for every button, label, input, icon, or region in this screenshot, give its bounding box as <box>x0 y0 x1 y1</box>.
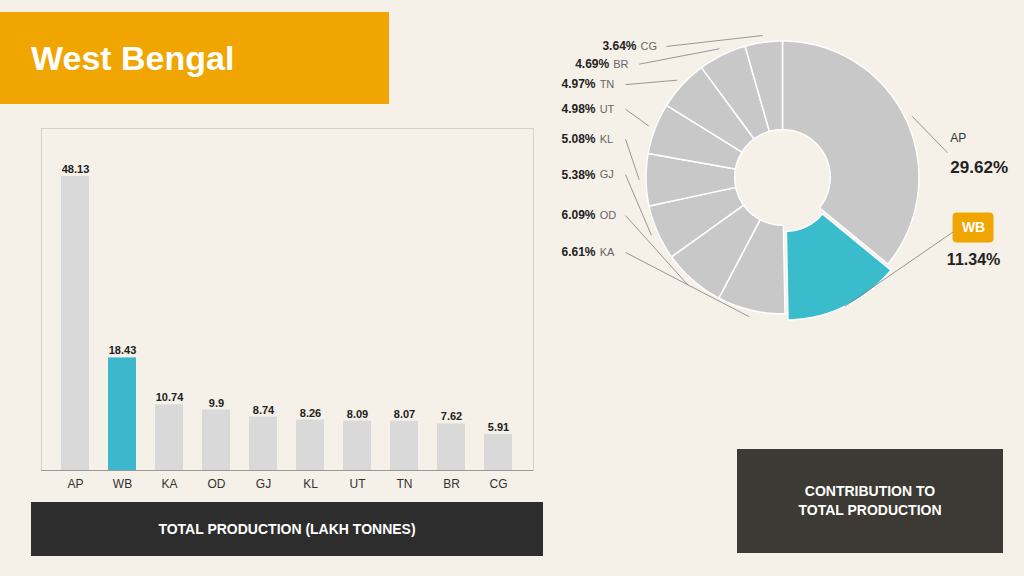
svg-text:AP: AP <box>950 131 966 145</box>
svg-text:5.08%: 5.08% <box>562 132 596 146</box>
svg-text:10.74: 10.74 <box>156 391 184 403</box>
svg-text:48.13: 48.13 <box>62 163 90 175</box>
svg-text:BR: BR <box>613 58 628 70</box>
svg-text:4.69%: 4.69% <box>575 57 609 71</box>
svg-text:6.09%: 6.09% <box>562 208 596 222</box>
svg-text:GJ: GJ <box>600 168 614 180</box>
svg-text:WB: WB <box>113 477 132 491</box>
svg-text:UT: UT <box>350 477 367 491</box>
svg-text:5.38%: 5.38% <box>562 168 596 182</box>
svg-text:8.26: 8.26 <box>300 407 321 419</box>
svg-text:4.98%: 4.98% <box>562 102 596 116</box>
svg-text:TN: TN <box>600 78 615 90</box>
svg-text:9.9: 9.9 <box>209 397 224 409</box>
svg-text:4.97%: 4.97% <box>562 77 596 91</box>
svg-text:UT: UT <box>600 103 615 115</box>
svg-text:BR: BR <box>443 477 460 491</box>
svg-text:AP: AP <box>67 477 83 491</box>
svg-text:KA: KA <box>161 477 177 491</box>
svg-text:11.34%: 11.34% <box>947 251 1000 268</box>
svg-text:5.91: 5.91 <box>488 421 509 433</box>
svg-text:GJ: GJ <box>256 477 271 491</box>
svg-text:8.74: 8.74 <box>253 404 275 416</box>
svg-text:OD: OD <box>600 209 617 221</box>
html-text:CONTRIBUTION TO TOTAL PRODUCTI: CONTRIBUTION TO TOTAL PRODUCTION <box>798 483 942 518</box>
svg-text:7.62: 7.62 <box>441 410 462 422</box>
svg-text:8.07: 8.07 <box>394 408 415 420</box>
svg-text:8.09: 8.09 <box>347 408 368 420</box>
svg-text:OD: OD <box>208 477 226 491</box>
svg-text:KL: KL <box>303 477 318 491</box>
svg-text:CG: CG <box>490 477 508 491</box>
svg-text:6.61%: 6.61% <box>562 245 596 259</box>
svg-text:TN: TN <box>397 477 413 491</box>
svg-text:CG: CG <box>641 40 658 52</box>
svg-text:29.62%: 29.62% <box>950 158 1008 177</box>
html-text:West Bengal: West Bengal <box>31 38 235 77</box>
html-text:TOTAL PRODUCTION (LAKH TONNES): TOTAL PRODUCTION (LAKH TONNES) <box>158 521 416 537</box>
svg-text:3.64%: 3.64% <box>602 39 636 53</box>
svg-text:KL: KL <box>600 133 613 145</box>
svg-text:KA: KA <box>600 246 615 258</box>
svg-text:18.43: 18.43 <box>109 344 137 356</box>
svg-text:WB: WB <box>962 219 985 235</box>
